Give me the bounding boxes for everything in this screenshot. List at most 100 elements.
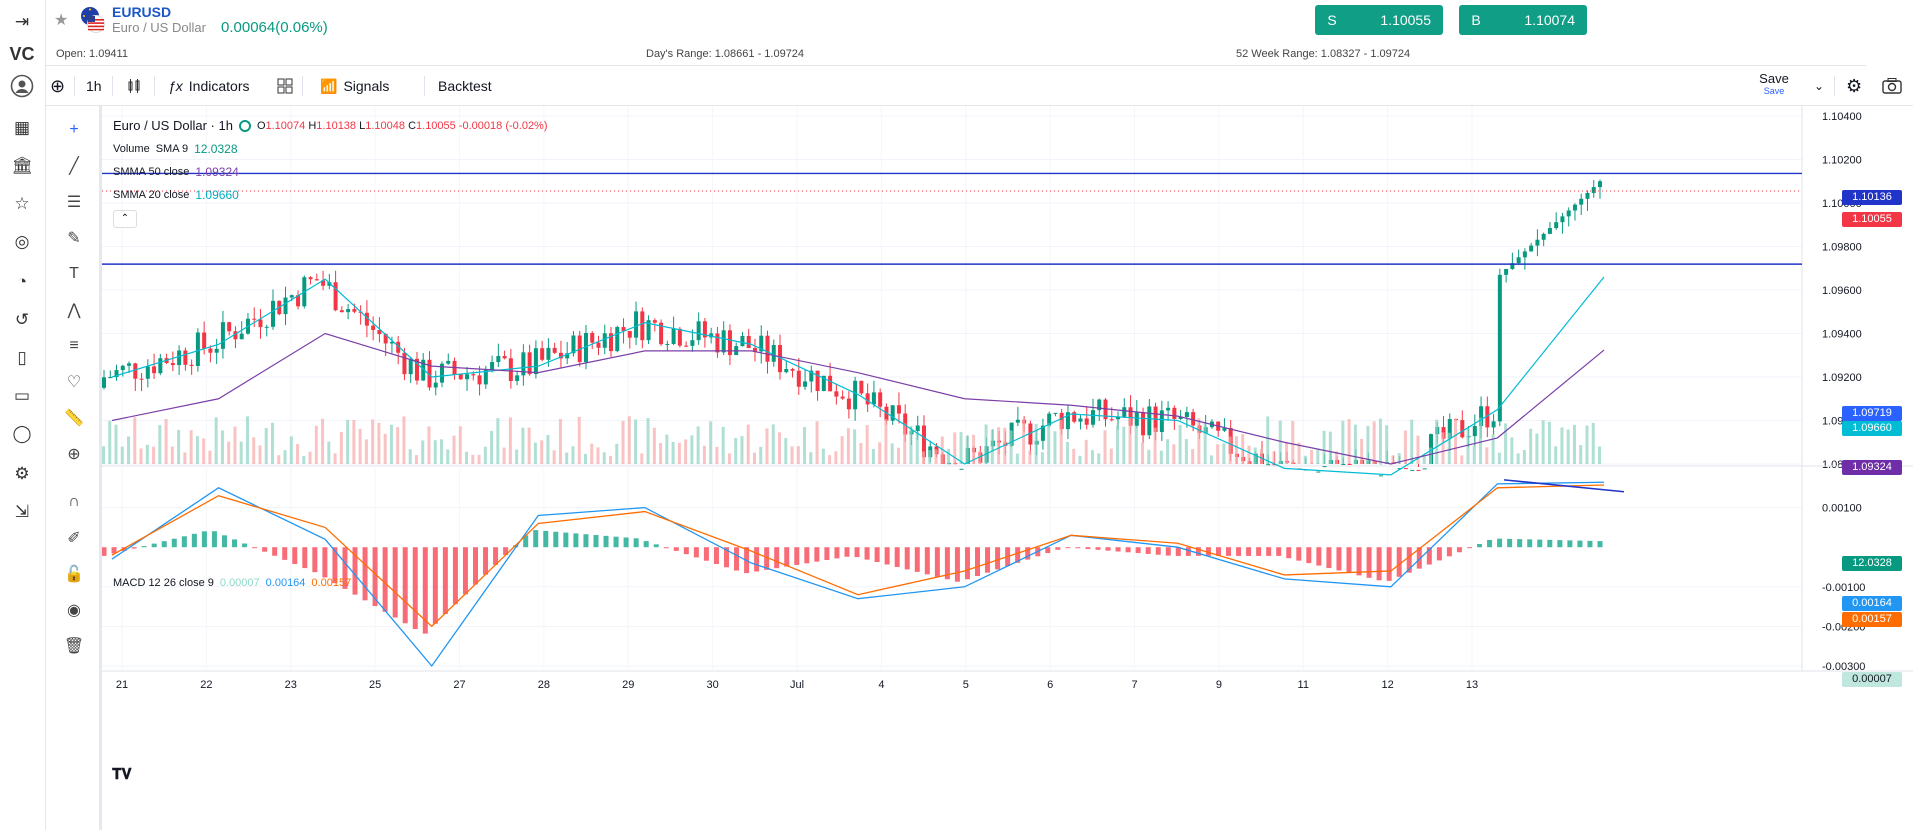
volume-bar bbox=[1103, 430, 1107, 464]
volume-bar bbox=[1316, 448, 1320, 464]
macd-signal-price-tag: 0.00157 bbox=[1842, 612, 1902, 627]
candle-body bbox=[1040, 425, 1045, 441]
candle-body bbox=[840, 396, 845, 399]
settings-icon[interactable]: ⚙ bbox=[14, 464, 30, 483]
macd-histogram-bar bbox=[1226, 547, 1232, 556]
candle-body bbox=[521, 352, 526, 376]
time-axis-label: 27 bbox=[453, 679, 465, 691]
backtest-button[interactable]: Backtest bbox=[438, 78, 492, 94]
buy-button[interactable]: B 1.10074 bbox=[1459, 5, 1587, 35]
volume-bar bbox=[915, 432, 919, 464]
profile-icon[interactable]: ◯ bbox=[12, 424, 32, 443]
star-icon[interactable]: ☆ bbox=[14, 194, 30, 213]
volume-bar bbox=[765, 428, 769, 464]
macd-histogram-bar bbox=[904, 547, 910, 570]
macd-histogram-bar bbox=[1316, 547, 1322, 566]
document-icon[interactable]: ▯ bbox=[17, 348, 27, 367]
market-open-icon bbox=[238, 119, 251, 132]
volume-bar bbox=[552, 450, 556, 464]
lock-drawing-icon[interactable]: ✐ bbox=[67, 530, 81, 547]
volume-bar bbox=[302, 455, 306, 464]
macd-histogram-bar bbox=[1256, 547, 1262, 556]
symbol-name: Euro / US Dollar bbox=[112, 20, 206, 35]
candle-body bbox=[490, 362, 495, 370]
volume-bar bbox=[803, 427, 807, 464]
candle-body bbox=[1122, 407, 1127, 417]
volume-bar bbox=[1541, 420, 1545, 464]
brush-icon[interactable]: ✎ bbox=[67, 230, 81, 247]
macd-histogram-bar bbox=[975, 547, 981, 576]
pattern-icon[interactable]: ⋀ bbox=[67, 302, 81, 319]
interval-button[interactable]: 1h bbox=[86, 78, 102, 94]
candle-body bbox=[1535, 239, 1540, 246]
fib-icon[interactable]: ≡ bbox=[69, 337, 79, 354]
indicators-button[interactable]: ƒx Indicators bbox=[168, 74, 250, 98]
macd-histogram-bar bbox=[372, 547, 378, 607]
logout-icon[interactable]: ⇲ bbox=[14, 502, 30, 521]
candle-body bbox=[1141, 412, 1146, 436]
pie-chart-icon[interactable]: ◔ bbox=[16, 272, 28, 291]
heart-icon[interactable]: ♡ bbox=[66, 374, 82, 391]
macd-histogram-bar bbox=[282, 547, 288, 560]
bank-icon[interactable]: 🏛 bbox=[11, 156, 33, 175]
symbol-ticker[interactable]: EURUSD bbox=[112, 4, 172, 20]
macd-histogram-bar bbox=[523, 535, 529, 548]
candle-body bbox=[1347, 464, 1352, 466]
macd-histogram-bar bbox=[1336, 547, 1342, 571]
volume-bar bbox=[414, 455, 418, 464]
history-icon[interactable]: ↺ bbox=[14, 310, 30, 329]
macd-signal-line bbox=[111, 484, 1605, 628]
dashboard-icon[interactable]: ▦ bbox=[13, 118, 31, 137]
candle-body bbox=[921, 425, 926, 458]
brand-logo-icon[interactable]: VC bbox=[9, 43, 35, 64]
candle-body bbox=[602, 333, 607, 348]
candle-body bbox=[1316, 471, 1321, 473]
ruler-icon[interactable]: 📏 bbox=[64, 410, 84, 427]
volume-bar bbox=[1535, 433, 1539, 464]
candle-body bbox=[878, 392, 883, 407]
crosshair-icon[interactable]: + bbox=[69, 121, 79, 138]
lock-icon[interactable]: 🔓 bbox=[64, 566, 84, 583]
wallet-icon[interactable]: ▭ bbox=[13, 386, 31, 405]
favorite-star-icon[interactable]: ★ bbox=[54, 12, 69, 29]
candle-body bbox=[208, 348, 213, 353]
save-dropdown-chevron-icon[interactable]: ⌄ bbox=[1814, 79, 1825, 93]
volume-bar bbox=[102, 446, 105, 464]
macd-histogram-bar bbox=[1165, 547, 1171, 556]
candle-body bbox=[615, 327, 620, 352]
collapse-legend-button[interactable]: ⌃ bbox=[113, 210, 137, 228]
volume-bar bbox=[621, 421, 625, 464]
volume-bar bbox=[239, 441, 243, 464]
save-button[interactable]: Save Save bbox=[1752, 71, 1796, 96]
user-avatar-icon[interactable] bbox=[8, 72, 36, 100]
volume-bar bbox=[903, 423, 907, 464]
signals-button[interactable]: 📶 Signals bbox=[320, 74, 389, 98]
text-tool-icon[interactable]: T bbox=[69, 265, 79, 282]
templates-icon[interactable] bbox=[277, 74, 293, 98]
sell-button[interactable]: S 1.10055 bbox=[1315, 5, 1443, 35]
volume-bar bbox=[1009, 430, 1013, 464]
macd-histogram-bar bbox=[232, 539, 238, 548]
macd-histogram-bar bbox=[1286, 547, 1292, 559]
trend-line-icon[interactable]: ╱ bbox=[69, 158, 79, 175]
horizontal-lines-icon[interactable]: ☰ bbox=[66, 194, 82, 211]
add-symbol-icon[interactable]: ⊕ bbox=[50, 75, 66, 96]
candle-type-icon[interactable] bbox=[126, 74, 142, 98]
zoom-in-icon[interactable]: ⊕ bbox=[67, 446, 81, 463]
chart-canvas[interactable]: 1.104001.102001.100001.098001.096001.094… bbox=[102, 106, 1913, 830]
collapse-panel-icon[interactable]: ⇥ bbox=[14, 12, 30, 31]
volume-bar bbox=[646, 418, 650, 464]
volume-bar bbox=[990, 429, 994, 464]
visibility-icon[interactable]: ◉ bbox=[67, 602, 81, 619]
chart-area[interactable]: 1.104001.102001.100001.098001.096001.094… bbox=[102, 106, 1913, 830]
candle-body bbox=[871, 392, 876, 405]
macd-histogram-bar bbox=[944, 547, 950, 580]
candle-body bbox=[896, 405, 901, 414]
trash-icon[interactable]: 🗑 bbox=[63, 638, 85, 655]
stats-bar: Open: 1.09411 Day's Range: 1.08661 - 1.0… bbox=[46, 44, 1866, 66]
support-icon[interactable]: ◎ bbox=[14, 232, 30, 251]
magnet-icon[interactable]: ∩ bbox=[68, 493, 80, 510]
macd-histogram-bar bbox=[1195, 547, 1201, 556]
camera-icon[interactable] bbox=[1882, 74, 1902, 98]
chart-settings-icon[interactable]: ⚙ bbox=[1846, 75, 1863, 96]
